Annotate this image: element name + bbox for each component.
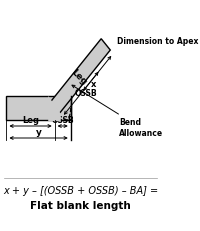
Text: Leg: Leg: [22, 116, 39, 125]
Text: Flat blank length: Flat blank length: [30, 201, 131, 211]
Polygon shape: [50, 39, 110, 114]
Polygon shape: [6, 96, 71, 120]
Text: Dimension to Apex: Dimension to Apex: [117, 36, 198, 46]
Text: x: x: [90, 79, 96, 88]
Text: OSSB: OSSB: [51, 116, 74, 125]
Text: Bend
Allowance: Bend Allowance: [72, 85, 163, 138]
Text: y: y: [36, 128, 42, 137]
Polygon shape: [48, 96, 61, 121]
Text: Leg: Leg: [70, 68, 89, 87]
Text: OSSB: OSSB: [75, 89, 98, 98]
Text: x + y – [(OSSB + OSSB) – BA] =: x + y – [(OSSB + OSSB) – BA] =: [3, 186, 158, 196]
